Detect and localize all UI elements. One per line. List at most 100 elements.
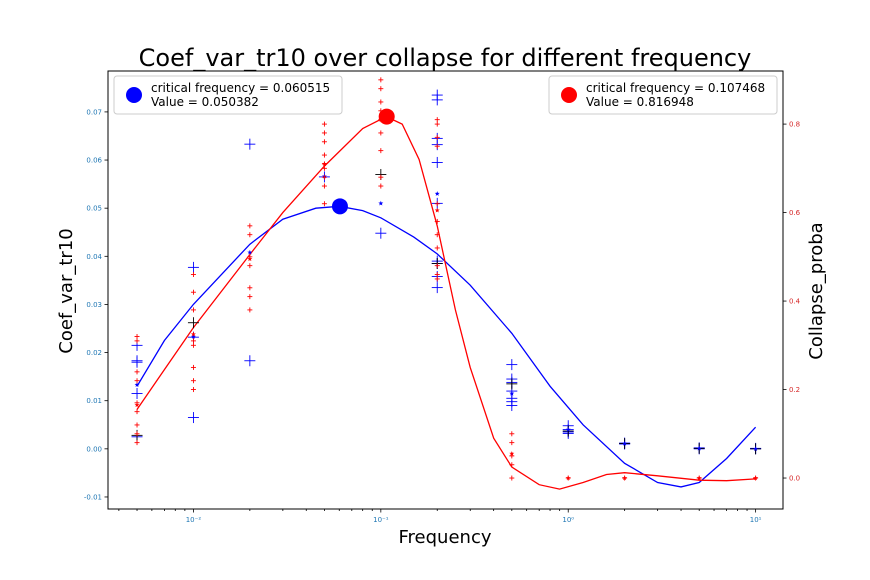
data-point-star <box>247 249 253 255</box>
right-y-tick-label: 0.4 <box>789 298 801 306</box>
data-point <box>244 355 256 367</box>
data-point <box>434 121 440 127</box>
chart-title: Coef_var_tr10 over collapse for differen… <box>139 44 752 72</box>
data-point-star <box>622 475 628 481</box>
data-point-star <box>753 446 759 451</box>
data-point-star <box>134 402 140 408</box>
data-point <box>247 263 253 269</box>
left-y-tick-label: 0.06 <box>86 157 102 165</box>
x-axis-label: Frequency <box>399 527 492 548</box>
data-point-star <box>134 382 140 387</box>
data-point <box>506 378 518 390</box>
legend-marker <box>126 87 142 103</box>
left-y-tick-label: 0.05 <box>86 205 102 213</box>
data-point <box>187 412 199 424</box>
data-point <box>190 307 196 313</box>
data-point <box>190 272 196 278</box>
data-point <box>134 378 140 384</box>
data-point <box>321 165 327 171</box>
x-tick-label: 10⁻² <box>186 516 202 524</box>
left-y-tick-label: 0.04 <box>86 253 102 261</box>
left-y-tick-label: 0.02 <box>86 349 102 357</box>
left-y-tick-label: 0.01 <box>86 397 102 405</box>
data-point <box>247 223 253 229</box>
data-point <box>134 338 140 344</box>
data-point <box>509 462 515 468</box>
data-point-star <box>509 451 515 456</box>
data-point <box>378 148 384 154</box>
right-y-tick-label: 0.8 <box>789 121 800 129</box>
data-point <box>190 378 196 384</box>
data-point <box>134 431 140 437</box>
data-point <box>434 232 440 238</box>
data-point-star <box>565 475 571 481</box>
data-point <box>434 134 440 140</box>
x-tick-label: 10⁻¹ <box>373 516 389 524</box>
data-point <box>378 183 384 189</box>
data-point-star <box>565 426 571 432</box>
data-point <box>247 232 253 238</box>
data-point <box>190 338 196 344</box>
data-point <box>509 440 515 446</box>
data-point <box>434 245 440 251</box>
fit-curve-left <box>136 205 757 488</box>
data-point <box>134 369 140 375</box>
critical-point-right <box>378 108 395 125</box>
data-point <box>244 138 256 150</box>
data-point <box>434 218 440 224</box>
data-point <box>375 227 387 239</box>
data-point <box>321 121 327 127</box>
data-point <box>187 261 199 273</box>
data-point <box>378 86 384 92</box>
data-point <box>378 77 384 83</box>
data-point <box>321 183 327 189</box>
data-point <box>321 152 327 158</box>
data-point <box>431 156 443 168</box>
data-point <box>434 143 440 149</box>
data-point <box>434 201 440 207</box>
data-point <box>247 307 253 313</box>
right-y-axis-label: Collapse_proba <box>806 222 827 359</box>
data-point <box>509 431 515 437</box>
data-point <box>378 99 384 105</box>
data-point <box>131 387 143 399</box>
legend-marker <box>561 87 577 103</box>
data-point-star <box>247 256 253 262</box>
data-point-star <box>753 475 759 481</box>
x-tick-label: 10⁰ <box>562 516 574 524</box>
data-point <box>247 285 253 291</box>
data-point <box>321 174 327 180</box>
data-point <box>434 272 440 278</box>
data-point <box>434 276 440 282</box>
data-point <box>434 117 440 123</box>
critical-point-left <box>331 198 348 215</box>
data-point <box>431 282 443 294</box>
legend-box <box>548 75 778 115</box>
data-point <box>190 289 196 295</box>
data-point <box>190 387 196 393</box>
legend-line-2: Value = 0.050382 <box>151 95 259 109</box>
data-point <box>190 364 196 370</box>
data-point <box>509 475 515 481</box>
data-point <box>190 342 196 348</box>
plot-area: 10⁻² 10⁻¹ 10⁰ 10¹ -0.01 0.00 0.01 0.02 0.03 0.04 0… <box>84 70 801 524</box>
data-point <box>378 174 384 180</box>
data-point <box>134 333 140 339</box>
legend-line-1: critical frequency = 0.107468 <box>586 81 765 95</box>
data-point <box>134 422 140 428</box>
data-point <box>134 440 140 446</box>
data-point-star <box>321 161 327 167</box>
data-point <box>434 263 440 269</box>
data-point <box>321 139 327 145</box>
data-point-star <box>190 331 196 337</box>
data-point-star <box>434 207 440 213</box>
plot-frame <box>107 70 784 510</box>
x-tick-label: 10¹ <box>750 516 762 524</box>
data-point <box>378 130 384 136</box>
right-y-tick-label: 0.2 <box>789 386 800 394</box>
left-y-tick-label: 0.07 <box>86 108 102 116</box>
legend-line-2: Value = 0.816948 <box>586 95 694 109</box>
data-point <box>431 94 443 106</box>
left-y-axis-label: Coef_var_tr10 <box>56 228 77 353</box>
